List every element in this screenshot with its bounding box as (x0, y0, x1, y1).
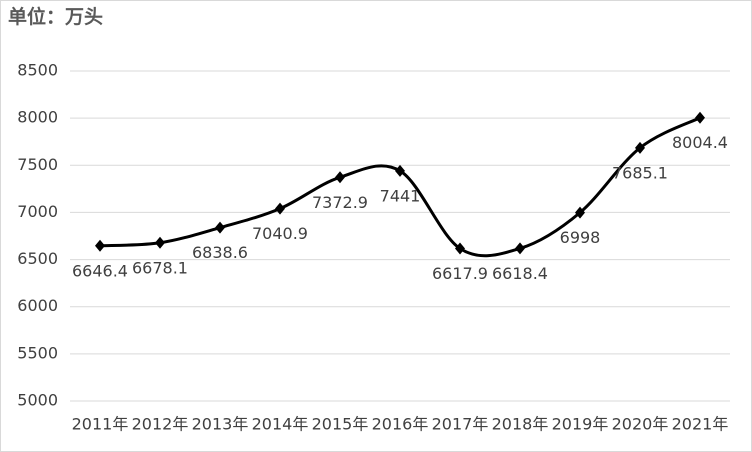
data-label: 6618.4 (492, 264, 548, 283)
x-tick-label: 2018年 (492, 415, 549, 434)
data-label: 6998 (560, 228, 601, 247)
marker (215, 221, 225, 234)
data-label: 8004.4 (672, 133, 728, 152)
marker (455, 242, 465, 255)
line (99, 116, 701, 258)
data-label: 6646.4 (72, 261, 128, 280)
marker (335, 171, 345, 184)
y-tick-label: 6500 (17, 249, 58, 268)
x-tick-label: 2014年 (252, 415, 309, 434)
data-label: 7372.9 (312, 193, 368, 212)
x-tick-label: 2019年 (552, 415, 609, 434)
y-tick-label: 8000 (17, 108, 58, 127)
x-tick-label: 2016年 (372, 415, 429, 434)
y-tick-label: 6000 (17, 296, 58, 315)
chart-title: 单位：万头 (8, 5, 103, 28)
y-tick-label: 7500 (17, 155, 58, 174)
x-tick-label: 2012年 (132, 415, 189, 434)
marker (575, 206, 585, 219)
x-tick-label: 2021年 (672, 415, 729, 434)
x-tick-label: 2013年 (192, 415, 249, 434)
y-tick-label: 7000 (17, 202, 58, 221)
data-label: 7040.9 (252, 224, 308, 243)
x-tick-label: 2015年 (312, 415, 369, 434)
data-label: 6617.9 (432, 264, 488, 283)
marker (635, 141, 645, 154)
data-label: 6678.1 (132, 258, 188, 277)
marker (95, 239, 105, 252)
x-tick-label: 2017年 (432, 415, 489, 434)
data-label: 6838.6 (192, 243, 248, 262)
marker (275, 202, 285, 215)
data-label: 7441 (380, 186, 421, 205)
marker (695, 111, 705, 124)
x-tick-label: 2020年 (612, 415, 669, 434)
y-tick-label: 5000 (17, 391, 58, 410)
x-tick-label: 2011年 (72, 415, 129, 434)
marker (155, 236, 165, 249)
y-tick-label: 8500 (17, 61, 58, 80)
data-label: 7685.1 (612, 163, 668, 182)
y-tick-label: 5500 (17, 343, 58, 362)
marker (515, 242, 525, 255)
marker (395, 164, 405, 177)
